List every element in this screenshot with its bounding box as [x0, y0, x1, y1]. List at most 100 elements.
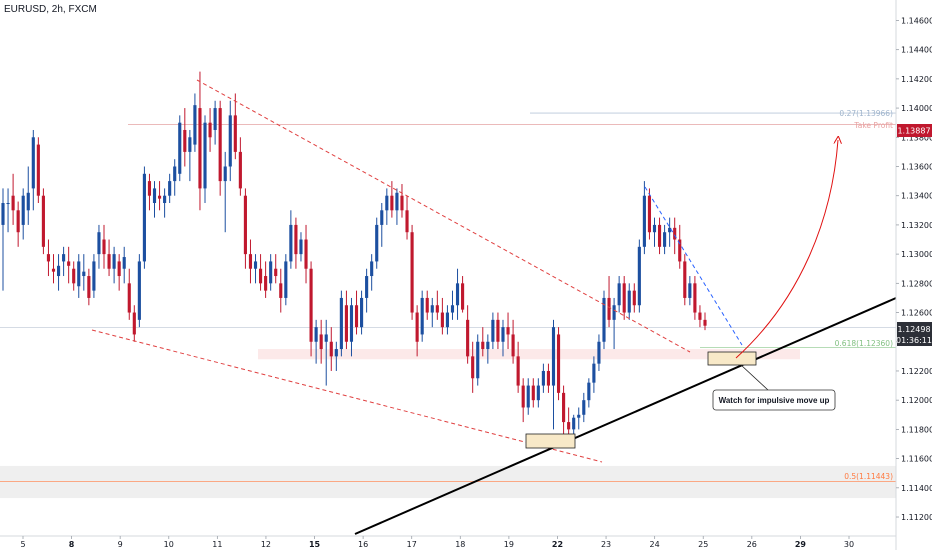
target-highlight-box[interactable] [707, 351, 757, 366]
trendline[interactable] [354, 297, 897, 535]
callout-box[interactable] [712, 389, 836, 411]
candle-body [208, 122, 212, 138]
candle-body [607, 297, 611, 320]
x-tick-label: 15 [309, 540, 321, 549]
y-tick-label: 1.13400 [901, 192, 932, 201]
candle-body [683, 261, 687, 298]
candle-body [173, 166, 177, 182]
y-tick-label: 1.11600 [901, 455, 932, 464]
candle-body [289, 224, 293, 262]
candle-body [622, 283, 626, 313]
candle-body [440, 312, 444, 328]
x-axis-ticks: 5 8 9 10 11 12 15 16 17 18 19 22 23 24 25 26 29 30 [20, 536, 854, 549]
candle-body [238, 151, 242, 189]
candle-body [698, 312, 702, 320]
wedge-line[interactable] [644, 186, 743, 346]
candle-body [688, 283, 692, 298]
x-tick-label: 29 [795, 540, 807, 549]
candle-body [602, 297, 606, 342]
x-tick-label: 18 [455, 540, 465, 549]
candle-body [168, 181, 172, 196]
candle-body [647, 195, 652, 233]
candle-body [668, 227, 672, 233]
candle-body [471, 356, 475, 379]
candle-body [455, 283, 460, 306]
candle-body [415, 312, 419, 342]
candle-body [360, 297, 364, 328]
y-tick-label: 1.13200 [901, 221, 932, 230]
channel-lower-line[interactable] [91, 329, 603, 463]
candle-body [516, 356, 520, 386]
y-tick-label: 1.14200 [901, 75, 932, 84]
x-tick-label: 11 [212, 540, 222, 549]
candle-body [632, 290, 636, 306]
candle-body [233, 115, 237, 152]
candle-body [354, 305, 359, 328]
support-zone [258, 349, 800, 360]
candle-body [546, 370, 551, 386]
y-tick-label: 1.14400 [901, 46, 932, 55]
current-price-box [897, 322, 932, 346]
candle-body [445, 312, 449, 328]
candle-body [450, 305, 455, 313]
candle-body [147, 181, 152, 196]
candle-body [380, 210, 384, 225]
candle-body [476, 341, 480, 379]
candle-body [466, 319, 470, 357]
candle-body [531, 385, 535, 401]
symbol-title: EURUSD, 2h, FXCM [4, 4, 97, 15]
take-profit-label: Take Profit [853, 121, 893, 130]
candle-body [56, 265, 61, 277]
candle-body [193, 105, 197, 145]
candle-body [400, 195, 404, 211]
candles [1, 71, 707, 444]
candle-body [248, 254, 253, 269]
candle-body [501, 327, 505, 342]
candle-body [223, 166, 227, 182]
candle-body [556, 334, 561, 393]
candle-body [6, 203, 10, 205]
candle-body [344, 305, 348, 342]
candle-body [122, 257, 126, 269]
candle-body [274, 268, 278, 277]
candle-body [16, 210, 20, 233]
candle-body [693, 283, 697, 313]
x-tick-label: 12 [261, 540, 271, 549]
candle-body [178, 122, 182, 174]
fib-027-label: 0.27(1.13966) [839, 109, 893, 118]
projection-arrow[interactable] [735, 140, 838, 359]
candle-body [526, 385, 530, 408]
candle-body [62, 254, 66, 262]
candle-body [269, 261, 273, 284]
candle-body [597, 341, 601, 364]
x-tick-label: 9 [118, 540, 123, 549]
candle-body [410, 232, 414, 313]
candle-body [567, 422, 571, 430]
candle-body [334, 349, 338, 357]
y-tick-label: 1.11400 [901, 484, 932, 493]
y-tick-label: 1.11800 [901, 425, 932, 434]
y-tick-label: 1.11200 [901, 513, 932, 522]
candle-body [183, 129, 187, 152]
candle-body [127, 283, 131, 313]
candle-body [562, 392, 566, 423]
fib-0618-label: 0.618(1.12360) [835, 339, 893, 348]
candle-body [339, 297, 343, 350]
candle-body [117, 261, 121, 277]
candle-body [541, 370, 545, 386]
low-highlight-box[interactable] [525, 433, 576, 449]
candle-body [642, 195, 646, 247]
candle-body [46, 254, 51, 262]
candle-body [284, 261, 288, 298]
candle-body [678, 239, 682, 262]
candle-body [82, 271, 86, 277]
candle-body [304, 239, 308, 269]
candle-body [87, 276, 91, 298]
candle-body [26, 192, 30, 211]
candle-body [107, 254, 111, 269]
candle-body [243, 195, 247, 255]
candle-body [521, 385, 525, 408]
x-tick-label: 23 [601, 540, 611, 549]
channel-upper-line[interactable] [196, 79, 691, 353]
